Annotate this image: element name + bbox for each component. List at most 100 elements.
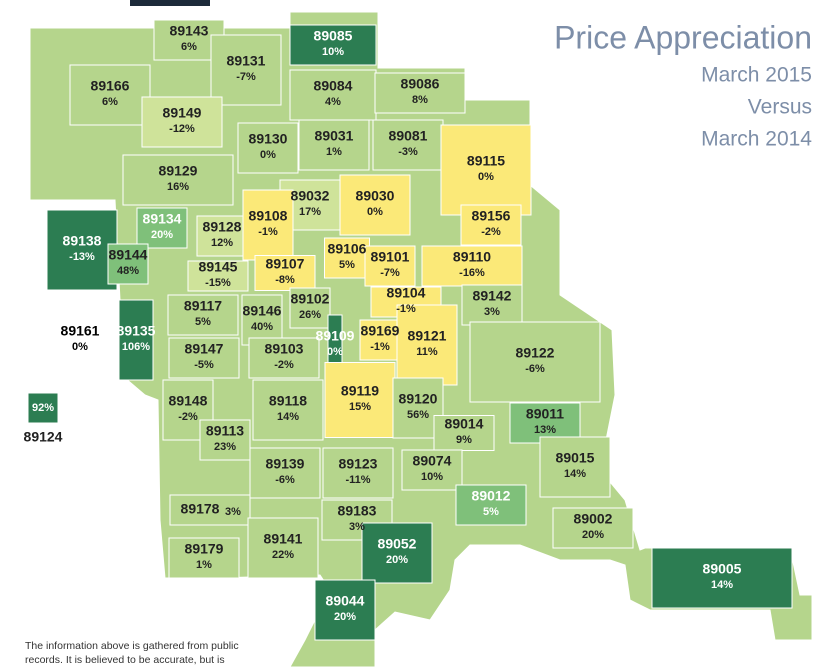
zip-region (247, 517, 319, 579)
zip-region (401, 449, 463, 491)
change-label: 9% (456, 434, 472, 446)
zip-label: 89124 (24, 429, 63, 445)
zip-region (298, 119, 370, 171)
zip-label: 89106 (328, 241, 367, 257)
zip-label: 89138 (63, 233, 102, 249)
change-label: -8% (275, 274, 295, 286)
change-label: -5% (194, 359, 214, 371)
change-label: 0% (327, 346, 343, 358)
zip-label: 89146 (243, 303, 282, 319)
change-label: 5% (195, 316, 211, 328)
zip-label: 89052 (378, 536, 417, 552)
zip-region (107, 243, 149, 285)
zip-region (322, 447, 394, 499)
zip-region (339, 174, 411, 236)
change-label: 56% (407, 409, 429, 421)
zip-label: 89031 (315, 128, 354, 144)
zip-region (167, 294, 239, 336)
change-label: 13% (534, 424, 556, 436)
zip-label: 89081 (389, 128, 428, 144)
change-label: 11% (416, 346, 438, 358)
change-label: 6% (181, 41, 197, 53)
zip-label: 89131 (227, 53, 266, 69)
change-label: 3% (225, 506, 241, 518)
zip-label: 89122 (516, 345, 555, 361)
zip-label: 89015 (556, 450, 595, 466)
zip-label: 89148 (169, 393, 208, 409)
zip-region (187, 260, 249, 292)
zip-region (136, 207, 188, 249)
change-label: 15% (349, 401, 371, 413)
zip-label: 89117 (184, 298, 222, 314)
subtitle: March 2015 (701, 64, 812, 87)
change-label: -6% (275, 474, 295, 486)
change-label: 0% (72, 341, 88, 353)
subtitle: March 2014 (701, 128, 812, 151)
zip-label: 89086 (401, 76, 440, 92)
zip-label: 89005 (703, 561, 742, 577)
zip-label: 89147 (185, 341, 224, 357)
zip-region (469, 321, 601, 403)
zip-region (196, 215, 248, 257)
zip-region (249, 447, 321, 499)
zip-region (46, 209, 118, 291)
zip-region (199, 419, 251, 461)
change-label: 10% (421, 471, 443, 483)
zip-label: 89144 (109, 247, 148, 263)
change-label: 5% (483, 506, 499, 518)
zip-label: 89002 (574, 511, 613, 527)
footnote: The information above is gathered from p… (25, 640, 239, 652)
change-label: -7% (380, 267, 400, 279)
zip-label: 89119 (341, 383, 379, 399)
zip-region (359, 319, 401, 361)
zip-region (241, 294, 283, 346)
zip-label: 89128 (203, 219, 242, 235)
zip-region (254, 255, 316, 291)
change-label: -12% (169, 123, 195, 135)
subtitle: Versus (748, 96, 812, 119)
zip-label: 89183 (338, 503, 377, 519)
zip-region (460, 204, 522, 246)
change-label: -13% (69, 251, 95, 263)
zip-region (237, 122, 299, 174)
change-label: 14% (711, 579, 733, 591)
zip-label: 89108 (249, 208, 288, 224)
change-label: 16% (167, 181, 189, 193)
zip-region (210, 34, 282, 106)
zip-region (539, 436, 611, 498)
change-label: 0% (260, 149, 276, 161)
zip-label: 89149 (163, 105, 202, 121)
zip-label: 89044 (326, 593, 365, 609)
zip-label: 89145 (199, 259, 238, 275)
change-label: 0% (367, 206, 383, 218)
change-label: 26% (299, 309, 321, 321)
zip-label: 89107 (266, 256, 305, 272)
zip-label: 89130 (249, 131, 288, 147)
zip-label: 89032 (291, 188, 330, 204)
change-label: -1% (396, 303, 416, 315)
zip-region (118, 299, 154, 381)
zip-label: 89014 (445, 416, 484, 432)
zip-label: 89166 (91, 78, 130, 94)
zip-region (168, 537, 240, 579)
change-label: 92% (32, 402, 54, 414)
change-label: 20% (582, 529, 604, 541)
zip-label: 89134 (143, 211, 182, 227)
change-label: 14% (277, 411, 299, 423)
zip-label: 89104 (387, 285, 426, 301)
change-label: 20% (386, 554, 408, 566)
change-label: 20% (334, 611, 356, 623)
zip-label: 89178 (181, 501, 220, 517)
change-label: -1% (370, 341, 390, 353)
title: Price Appreciation (554, 19, 812, 55)
zip-region (27, 392, 59, 424)
zip-label: 89121 (408, 328, 447, 344)
zip-region (69, 64, 151, 126)
change-label: 17% (299, 206, 321, 218)
top-bar (130, 0, 210, 6)
change-label: -2% (178, 411, 198, 423)
change-label: 22% (272, 549, 294, 561)
zip-region (169, 494, 251, 526)
change-label: 12% (211, 237, 233, 249)
